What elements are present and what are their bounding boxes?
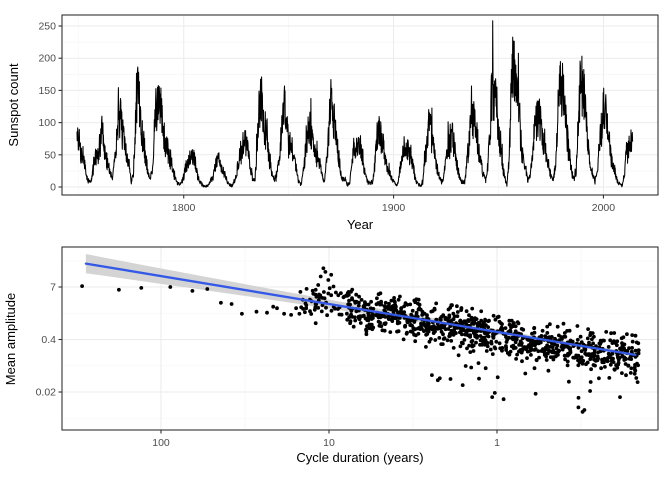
x-tick-label: 1900 <box>382 202 406 214</box>
y-tick-label: 0.02 <box>36 387 57 399</box>
x-tick-label: 100 <box>152 437 170 449</box>
bottom-xaxis-title: Cycle duration (years) <box>296 450 423 465</box>
sunspot-timeseries-chart: 1800 1900 2000 0 50 100 150 200 250 <box>38 14 659 215</box>
panel-grid <box>62 15 658 195</box>
x-tick-label: 1 <box>494 437 500 449</box>
panel-border <box>61 246 659 431</box>
top-yaxis-title: Sunspot count <box>6 63 21 147</box>
panel-border <box>61 14 659 196</box>
bottom-yaxis-title: Mean amplitude <box>3 293 18 386</box>
amplitude-vs-duration-chart: 100 10 1 7 0.4 0.02 <box>36 246 659 449</box>
tick-labels: 1800 1900 2000 0 50 100 150 200 250 <box>38 21 615 215</box>
x-tick-label: 2000 <box>592 202 616 214</box>
y-tick-label: 100 <box>38 117 56 129</box>
sunspot-series-line <box>76 20 634 188</box>
y-tick-label: 50 <box>44 149 56 161</box>
y-tick-label: 7 <box>50 282 56 294</box>
top-xaxis-title: Year <box>347 217 374 232</box>
y-tick-label: 150 <box>38 85 56 97</box>
x-tick-label: 1800 <box>172 202 196 214</box>
y-tick-label: 0.4 <box>41 334 56 346</box>
axis-ticks <box>58 286 498 434</box>
y-tick-label: 250 <box>38 21 56 33</box>
smooth-fit-line <box>84 262 637 357</box>
x-tick-label: 10 <box>323 437 335 449</box>
axis-ticks <box>58 25 604 199</box>
tick-labels: 100 10 1 7 0.4 0.02 <box>36 282 501 449</box>
panel-grid <box>62 247 658 430</box>
y-tick-label: 200 <box>38 53 56 65</box>
y-tick-label: 0 <box>50 182 56 194</box>
